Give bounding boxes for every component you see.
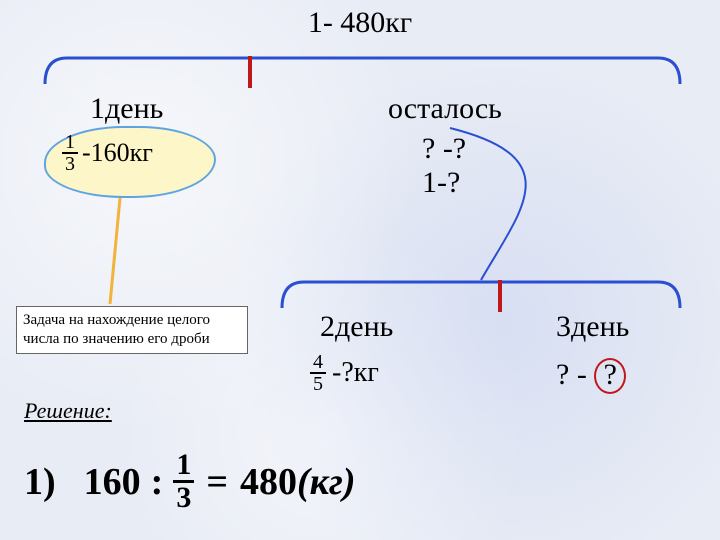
callout-note-to-cloud xyxy=(0,0,300,320)
day3-val-pre: ? - xyxy=(556,358,594,391)
sol-eq: = xyxy=(206,460,228,504)
solution-line: 1) 160 : 1 3 = 480 (кг) xyxy=(24,450,356,513)
day2-content: 4 5 -?кг xyxy=(310,352,379,394)
note-line2: числа по значению его дроби xyxy=(23,330,241,349)
solution-label: Решение: xyxy=(24,398,112,424)
day2-rest: -?кг xyxy=(332,357,379,389)
day3-content: ? - ? xyxy=(556,358,626,394)
sol-div: : xyxy=(151,460,164,504)
day2-label: 2день xyxy=(320,310,393,344)
sol-frac-num: 1 xyxy=(173,450,194,483)
sol-unit: (кг) xyxy=(297,460,356,504)
day2-frac-den: 5 xyxy=(310,374,326,394)
day3-label: 3день xyxy=(556,310,629,344)
sol-b: 480 xyxy=(240,460,297,504)
sol-step: 1) xyxy=(24,460,56,504)
sol-frac-den: 3 xyxy=(173,483,194,513)
day3-val-q: ? xyxy=(594,358,626,394)
day2-frac-num: 4 xyxy=(310,352,326,374)
sol-a: 160 xyxy=(84,460,141,504)
